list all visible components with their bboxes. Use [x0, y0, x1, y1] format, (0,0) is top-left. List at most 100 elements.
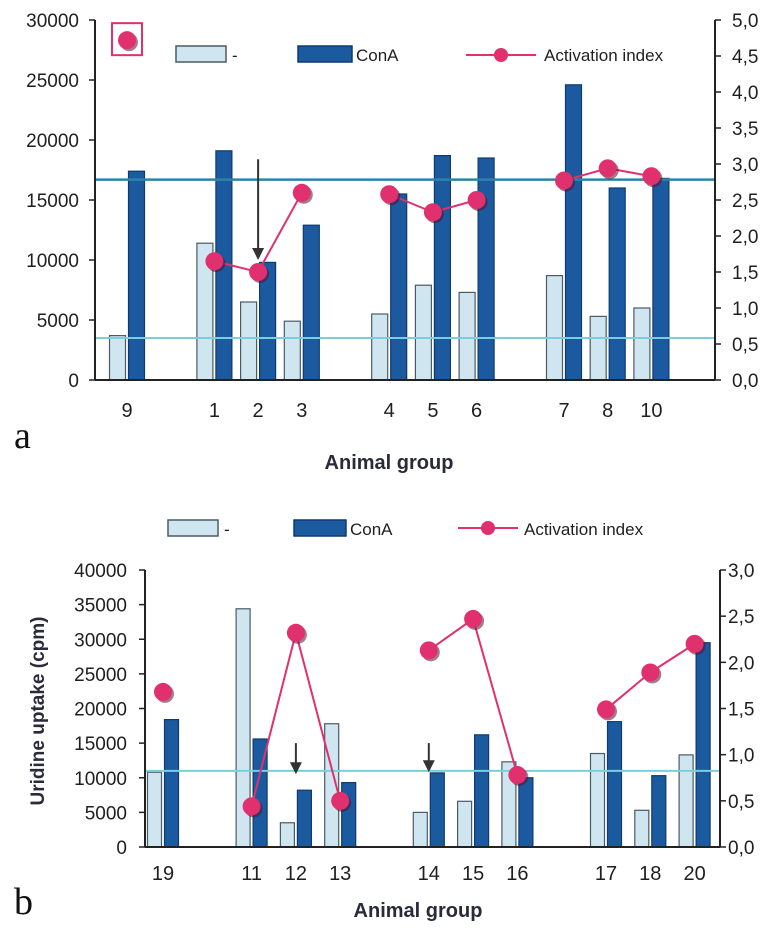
legend-dark-swatch — [293, 519, 347, 537]
y-tick-label: 30000 — [74, 630, 127, 651]
x-tick-label: 16 — [506, 863, 528, 885]
activation-index-point-8 — [598, 159, 617, 178]
panel-a-x-axis-title: Animal group — [325, 452, 454, 474]
y-tick-label: 20000 — [74, 700, 127, 721]
panel-a-legend: - ConA Activation index — [175, 45, 664, 65]
bar-unstimulated-5 — [414, 284, 432, 381]
plot-area: 0 5000 10000 15000 20000 25000 30000 0,0 0,5 1,0 1… — [26, 11, 758, 422]
bar-cona-4 — [390, 193, 408, 381]
bar-unstimulated-17 — [589, 752, 606, 848]
x-tick-label: 17 — [595, 863, 617, 885]
y2-tick-label: 1,0 — [732, 299, 758, 320]
activation-index-point-13 — [331, 791, 350, 810]
annotation-arrow-head — [289, 762, 302, 775]
x-tick-label: 19 — [152, 863, 174, 885]
bar-unstimulated-20 — [678, 754, 694, 848]
bar-cona-9 — [127, 170, 146, 381]
bar-cona-5 — [433, 155, 451, 381]
legend-light-label: - — [224, 520, 230, 539]
legend-light-label: - — [232, 46, 238, 65]
activation-index-point-4 — [380, 185, 399, 204]
bar-unstimulated-10 — [633, 307, 651, 381]
legend-dark-label: ConA — [350, 520, 393, 539]
bar-unstimulated-6 — [458, 291, 476, 381]
y2-tick-label: 1,5 — [732, 263, 758, 284]
activation-index-point-18 — [641, 663, 660, 682]
bar-unstimulated-14 — [412, 811, 428, 848]
bar-cona-18 — [651, 775, 667, 848]
y2-tick-label: 0,0 — [728, 838, 754, 859]
y-tick-label: 35000 — [74, 596, 127, 617]
activation-index-line — [428, 617, 519, 776]
panel-a-chart: - ConA Activation index Animal group a 0… — [14, 11, 758, 474]
y2-tick-label: 2,0 — [732, 227, 758, 248]
activation-index-point-15 — [464, 609, 483, 628]
y2-tick-label: 5,0 — [732, 11, 758, 32]
x-tick-label: 5 — [427, 400, 438, 422]
bar-unstimulated-8 — [589, 315, 607, 381]
x-tick-label: 2 — [253, 400, 264, 422]
x-tick-label: 3 — [296, 400, 307, 422]
activation-index-point-20 — [685, 634, 704, 653]
bar-cona-3 — [302, 224, 320, 381]
panel-b-legend: - ConA Activation index — [167, 519, 644, 539]
x-tick-label: 15 — [462, 863, 484, 885]
panel-a-label: a — [14, 415, 31, 457]
activation-index-point-9 — [118, 31, 136, 50]
x-tick-label: 18 — [639, 863, 661, 885]
bar-cona-17 — [606, 721, 623, 848]
x-tick-label: 12 — [285, 863, 307, 885]
panel-b-chart: - ConA Activation index Uridine uptake (… — [14, 519, 754, 923]
annotation-arrow-head — [422, 760, 435, 773]
bar-unstimulated-19 — [146, 771, 163, 848]
plot-area: 0 5000 10000 15000 20000 25000 30000 35000 40000… — [74, 561, 754, 885]
y2-tick-label: 0,5 — [732, 335, 758, 356]
bar-cona-20 — [695, 642, 711, 848]
activation-index-point-6 — [467, 191, 486, 209]
x-tick-label: 14 — [418, 863, 440, 885]
x-tick-label: 6 — [471, 400, 482, 422]
x-tick-label: 4 — [384, 400, 395, 422]
y-tick-label: 0 — [116, 838, 127, 859]
y2-tick-label: 2,0 — [728, 653, 754, 674]
bar-unstimulated-3 — [283, 320, 301, 381]
y-tick-label: 20000 — [26, 131, 79, 152]
bar-cona-13 — [341, 781, 357, 848]
x-tick-label: 11 — [241, 863, 262, 885]
y-tick-label: 10000 — [74, 769, 127, 790]
legend-light-swatch — [175, 45, 227, 63]
bar-unstimulated-4 — [371, 313, 389, 381]
x-tick-label: 9 — [121, 400, 132, 422]
y-tick-label: 40000 — [74, 561, 127, 582]
legend-line-dot — [494, 48, 508, 62]
y2-tick-label: 1,0 — [728, 746, 754, 767]
x-tick-label: 1 — [209, 400, 220, 422]
y2-tick-label: 2,5 — [732, 191, 758, 212]
y-tick-label: 5000 — [37, 311, 79, 332]
legend-dark-label: ConA — [356, 46, 399, 65]
activation-index-point-12 — [286, 623, 305, 642]
panel-b-y-axis-title: Uridine uptake (cpm) — [28, 617, 49, 806]
bar-unstimulated-9 — [108, 335, 127, 381]
x-tick-label: 7 — [558, 400, 569, 422]
legend-light-swatch — [167, 519, 219, 537]
bar-unstimulated-2 — [240, 301, 258, 381]
y2-tick-label: 4,0 — [732, 83, 758, 104]
legend-line-label: Activation index — [544, 46, 664, 65]
activation-index-point-16 — [508, 765, 527, 784]
y-tick-label: 15000 — [74, 734, 127, 755]
y-tick-label: 5000 — [85, 803, 127, 824]
annotation-arrow-head — [252, 248, 265, 260]
bar-cona-10 — [652, 177, 670, 381]
activation-index-point-10 — [642, 167, 661, 186]
bar-unstimulated-15 — [457, 800, 473, 848]
legend-dark-swatch — [297, 45, 353, 63]
y2-tick-label: 3,5 — [732, 119, 758, 140]
bar-unstimulated-12 — [279, 822, 295, 848]
activation-index-point-5 — [423, 203, 442, 222]
bar-unstimulated-7 — [545, 275, 564, 381]
panel-b-label: b — [14, 881, 33, 923]
y-tick-label: 0 — [68, 371, 79, 392]
